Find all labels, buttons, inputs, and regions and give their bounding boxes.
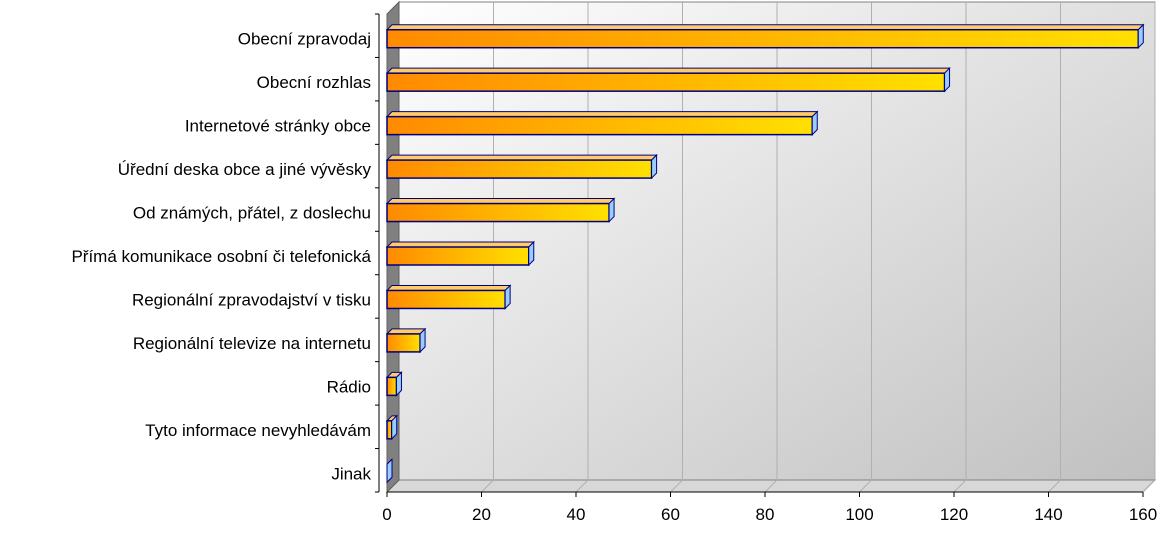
category-label: Obecní zpravodaj [238,30,371,49]
floor-gridline [670,479,683,493]
x-tick-label: 140 [1034,505,1062,524]
bar-side [608,197,615,223]
category-label: Regionální televize na internetu [133,334,371,353]
bar-front [386,333,421,353]
category-label: Od známých, přátel, z doslechu [133,204,371,223]
x-tick-label: 20 [472,505,491,524]
category-label: Internetové stránky obce [185,117,371,136]
x-tick-label: 80 [756,505,775,524]
bar-side [1137,23,1144,49]
category-label: Obecní rozhlas [257,73,371,92]
bar-front [386,289,506,310]
bar-side [811,110,818,136]
category-label: Rádio [327,377,371,396]
x-tick-label: 40 [567,505,586,524]
bar-front [386,420,393,440]
floor-gridline [575,479,589,493]
category-label: Přímá komunikace osobní či telefonická [71,247,371,266]
x-axis: 0 20 40 60 80 100 120 140 160 [375,13,1157,524]
bar [385,110,819,136]
bar [385,327,427,354]
bar [385,414,398,441]
bar-side [944,66,951,93]
x-tick-label: 100 [845,505,873,524]
bar [385,23,1145,49]
bar [386,458,393,484]
bar-front [386,72,946,92]
floor-gridline [1142,479,1156,493]
x-tick-label: 120 [940,505,968,524]
bar [385,371,403,397]
floor-gridline [1048,479,1061,493]
floor-gridline [764,479,778,493]
x-tick-label: 60 [661,505,680,524]
bar [385,66,951,93]
bar-side [651,153,658,180]
bar-front [386,202,610,223]
category-label: Jinak [331,464,371,483]
bar-side [528,240,535,267]
category-labels: Obecní zpravodaj Obecní rozhlas Internetov… [71,30,371,484]
bar-side [504,284,511,310]
bar-side [386,458,393,484]
bar-front [386,28,1140,49]
bar-front [386,376,398,397]
bars [385,23,1145,484]
bar-side [395,371,402,397]
bar [385,153,658,180]
x-tick-label: 160 [1129,505,1157,524]
category-label: Regionální zpravodajství v tisku [132,290,371,309]
floor-gridline [953,479,967,493]
bar-front [386,246,530,266]
category-label: Úřední deska obce a jiné vývěsky [118,160,372,179]
bar-side [391,414,398,441]
bar [385,284,512,310]
bar [385,197,616,223]
x-tick-label: 0 [382,505,391,524]
category-label: Tyto informace nevyhledávám [145,421,371,440]
bar-side [419,327,426,354]
bar-front [386,115,813,136]
floor-gridline [481,479,494,493]
floor-gridline [859,479,872,493]
bar-front [386,159,653,179]
bar [385,240,535,267]
